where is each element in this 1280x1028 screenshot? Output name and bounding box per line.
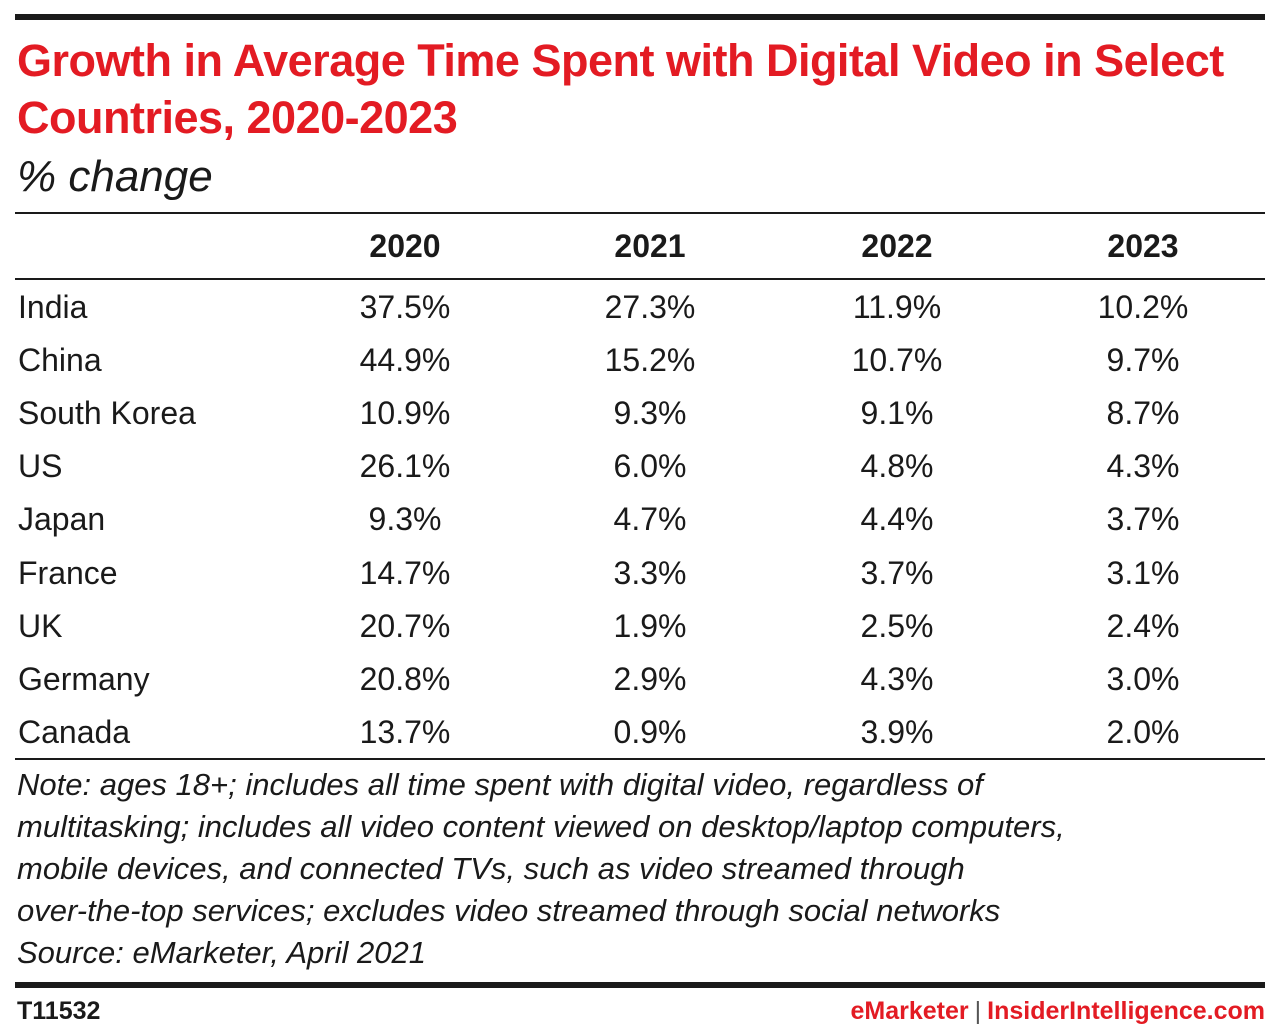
table-row: Canada 13.7% 0.9% 3.9% 2.0% <box>0 706 1280 759</box>
source-line: Source: eMarketer, April 2021 <box>17 935 426 970</box>
table-row: Japan 9.3% 4.7% 4.4% 3.7% <box>0 493 1280 546</box>
row-label: US <box>18 448 63 485</box>
table-cell: 4.8% <box>860 448 934 485</box>
row-label: China <box>18 342 102 379</box>
table-cell: 20.7% <box>359 607 451 644</box>
table-cell: 2.4% <box>1106 607 1180 644</box>
table-row: Germany 20.8% 2.9% 4.3% 3.0% <box>0 653 1280 706</box>
table-row: France 14.7% 3.3% 3.7% 3.1% <box>0 547 1280 600</box>
table-cell: 9.7% <box>1106 342 1180 379</box>
footer-rule <box>15 982 1265 988</box>
table-cell: 37.5% <box>359 289 451 325</box>
table-cell: 10.7% <box>851 342 943 379</box>
table-row: China 44.9% 15.2% 10.7% 9.7% <box>0 334 1280 387</box>
table-cell: 2.5% <box>860 607 934 644</box>
header-rule <box>15 278 1265 280</box>
table-cell: 4.4% <box>860 501 934 538</box>
table-cell: 14.7% <box>359 554 451 591</box>
note-line: over-the-top services; excludes video st… <box>17 893 1001 928</box>
table-cell: 0.9% <box>613 713 687 750</box>
table-row: US 26.1% 6.0% 4.8% 4.3% <box>0 440 1280 493</box>
table-cell: 9.3% <box>613 395 687 432</box>
column-header-2022: 2022 <box>861 228 933 264</box>
table-cell: 4.3% <box>860 660 934 697</box>
row-label: India <box>18 289 88 325</box>
column-header-2021: 2021 <box>614 228 686 264</box>
table-cell: 15.2% <box>604 342 696 379</box>
table-cell: 4.7% <box>613 501 687 538</box>
table-cell: 44.9% <box>359 342 451 379</box>
table-cell: 3.7% <box>860 554 934 591</box>
note: Note: ages 18+; includes all time spent … <box>17 764 1267 974</box>
table-cell: 11.9% <box>852 289 942 325</box>
note-line: Note: ages 18+; includes all time spent … <box>17 767 983 802</box>
table-bottom-rule <box>15 758 1265 760</box>
table-cell: 8.7% <box>1106 395 1180 432</box>
top-rule <box>15 14 1265 20</box>
row-label: Canada <box>18 713 131 750</box>
row-label: Germany <box>18 660 150 697</box>
brand-separator: | <box>974 997 982 1025</box>
table-cell: 2.9% <box>613 660 687 697</box>
table-cell: 9.1% <box>860 395 934 432</box>
table-cell: 6.0% <box>613 448 687 485</box>
table-cell: 27.3% <box>604 289 696 325</box>
note-line: multitasking; includes all video content… <box>17 809 1065 844</box>
note-line: mobile devices, and connected TVs, such … <box>17 851 965 886</box>
table-row: UK 20.7% 1.9% 2.5% 2.4% <box>0 600 1280 653</box>
column-header-2023: 2023 <box>1107 228 1179 264</box>
table-cell: 2.0% <box>1106 713 1180 750</box>
brand-emarketer: eMarketer <box>850 997 969 1025</box>
table-cell: 3.3% <box>613 554 687 591</box>
row-label: Japan <box>18 501 106 538</box>
chart-id: T11532 <box>17 997 101 1025</box>
table-cell: 10.2% <box>1097 289 1189 325</box>
table-top-rule <box>15 212 1265 214</box>
footer-brand: eMarketer | InsiderIntelligence.com <box>851 994 1266 1028</box>
table-cell: 13.7% <box>359 713 451 750</box>
table-cell: 3.7% <box>1106 501 1180 538</box>
brand-insiderintelligence: InsiderIntelligence.com <box>987 997 1265 1025</box>
table-cell: 10.9% <box>359 395 451 432</box>
table-row: South Korea 10.9% 9.3% 9.1% 8.7% <box>0 387 1280 440</box>
table-cell: 3.9% <box>860 713 934 750</box>
column-header-2020: 2020 <box>369 228 441 264</box>
table-cell: 1.9% <box>613 607 687 644</box>
table-cell: 4.3% <box>1106 448 1180 485</box>
table-cell: 26.1% <box>359 448 451 485</box>
table-cell: 9.3% <box>368 501 442 538</box>
table-cell: 20.8% <box>359 660 451 697</box>
table-row: India 37.5% 27.3% 11.9% 10.2% <box>0 281 1280 334</box>
row-label: UK <box>18 607 63 644</box>
row-label: France <box>18 554 118 591</box>
table-cell: 3.0% <box>1106 660 1180 697</box>
chart-subtitle: % change <box>17 152 213 201</box>
row-label: South Korea <box>18 395 196 432</box>
chart-title: Growth in Average Time Spent with Digita… <box>17 35 1224 143</box>
table-cell: 3.1% <box>1106 554 1180 591</box>
